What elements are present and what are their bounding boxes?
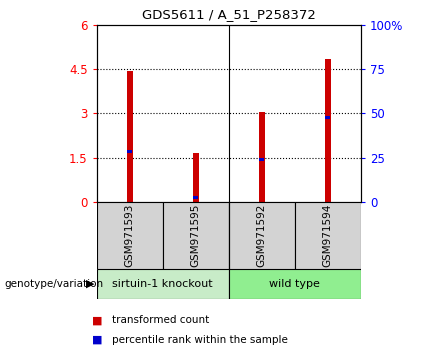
Text: wild type: wild type [269,279,320,289]
Bar [97,269,229,299]
Text: ▶: ▶ [86,279,94,289]
Bar [194,196,198,199]
Bar [259,112,265,202]
Text: ■: ■ [92,335,103,345]
Bar [325,59,331,202]
Text: GSM971594: GSM971594 [323,204,333,267]
Text: genotype/variation: genotype/variation [4,279,103,289]
Bar [97,202,163,269]
Text: sirtuin-1 knockout: sirtuin-1 knockout [113,279,213,289]
Bar [127,70,133,202]
Bar [295,202,361,269]
Text: percentile rank within the sample: percentile rank within the sample [112,335,288,345]
Bar [229,269,361,299]
Text: GSM971593: GSM971593 [125,204,135,267]
Bar [193,153,199,202]
Text: GSM971592: GSM971592 [257,204,267,267]
Bar [260,159,264,161]
Title: GDS5611 / A_51_P258372: GDS5611 / A_51_P258372 [142,8,316,21]
Bar [229,202,295,269]
Bar [326,116,330,119]
Text: ■: ■ [92,315,103,325]
Text: GSM971595: GSM971595 [191,204,201,267]
Bar [128,150,132,153]
Bar [163,202,229,269]
Text: transformed count: transformed count [112,315,209,325]
